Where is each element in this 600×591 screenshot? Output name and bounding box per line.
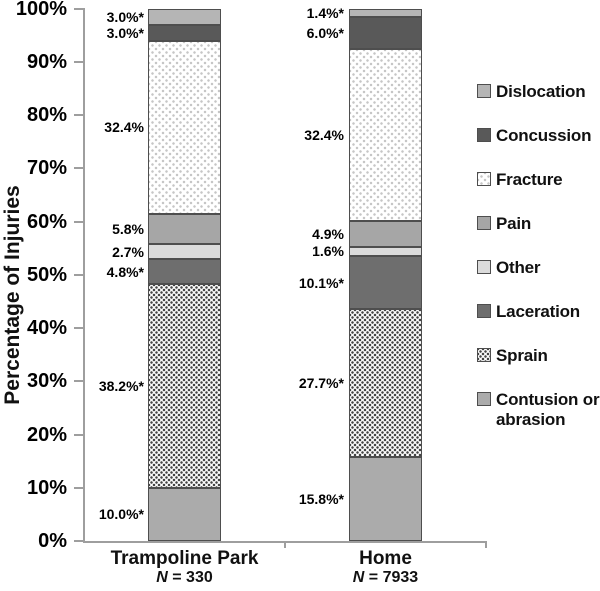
ytick-mark bbox=[74, 7, 83, 10]
ytick-mark bbox=[74, 60, 83, 63]
segment-value-label: 1.6% bbox=[312, 243, 344, 260]
segment-value-label: 3.0%* bbox=[106, 9, 144, 26]
xtick-mark bbox=[485, 541, 487, 548]
y-axis-line bbox=[83, 8, 85, 542]
legend-item: Concussion bbox=[477, 126, 600, 146]
segment-value-label: 1.4%* bbox=[306, 4, 344, 21]
ytick-mark bbox=[74, 327, 83, 330]
legend-swatch bbox=[477, 128, 491, 142]
xtick-mark bbox=[284, 541, 286, 548]
ytick-label: 10% bbox=[26, 476, 67, 499]
legend-swatch bbox=[477, 260, 491, 274]
segment-value-label: 2.7% bbox=[112, 243, 144, 260]
bar-segment bbox=[148, 258, 221, 285]
category-n-label: N = 7933 bbox=[352, 569, 419, 586]
segment-value-label: 6.0%* bbox=[306, 24, 344, 41]
legend-swatch bbox=[477, 392, 491, 406]
segment-value-label: 4.8%* bbox=[106, 263, 144, 280]
bar-segment bbox=[148, 41, 221, 214]
segment-value-label: 27.7%* bbox=[298, 375, 344, 392]
bar-segment bbox=[349, 247, 422, 256]
segment-value-label: 10.1%* bbox=[298, 274, 344, 291]
legend-label: Laceration bbox=[496, 302, 580, 321]
legend-item: Laceration bbox=[477, 302, 600, 322]
bar-segment bbox=[349, 309, 422, 457]
legend-item: Fracture bbox=[477, 170, 600, 190]
ytick-label: 60% bbox=[26, 210, 67, 233]
segment-value-label: 4.9% bbox=[312, 226, 344, 243]
ytick-label: 20% bbox=[26, 423, 67, 446]
bar-segment bbox=[349, 456, 422, 541]
ytick-mark bbox=[74, 486, 83, 489]
bar-segment bbox=[349, 221, 422, 248]
ytick-label: 40% bbox=[26, 317, 67, 340]
segment-value-label: 3.0%* bbox=[106, 25, 144, 42]
ytick-label: 80% bbox=[26, 104, 67, 127]
legend-item: Contusion or abrasion bbox=[477, 390, 600, 430]
bar-segment bbox=[148, 25, 221, 42]
legend-label: Other bbox=[496, 258, 541, 277]
segment-value-label: 15.8%* bbox=[298, 490, 344, 507]
ytick-mark bbox=[74, 273, 83, 276]
bar-segment bbox=[349, 9, 422, 17]
bar-segment bbox=[148, 9, 221, 26]
legend-swatch bbox=[477, 84, 491, 98]
bar-segment bbox=[349, 16, 422, 49]
legend-item: Sprain bbox=[477, 346, 600, 366]
legend-swatch bbox=[477, 216, 491, 230]
bar-segment bbox=[148, 284, 221, 488]
ytick-mark bbox=[74, 433, 83, 436]
legend-label: Dislocation bbox=[496, 82, 586, 101]
segment-value-label: 32.4% bbox=[304, 126, 344, 143]
legend-label: Pain bbox=[496, 214, 532, 233]
ytick-mark bbox=[74, 540, 83, 542]
bar-segment bbox=[148, 244, 221, 259]
ytick-label: 100% bbox=[15, 0, 67, 20]
ytick-label: 30% bbox=[26, 370, 67, 393]
bar-segment bbox=[349, 255, 422, 310]
ytick-label: 50% bbox=[26, 263, 67, 286]
ytick-mark bbox=[74, 380, 83, 383]
legend-item: Pain bbox=[477, 214, 600, 234]
category-label: Home bbox=[359, 548, 412, 569]
category-label: Trampoline Park bbox=[110, 548, 259, 569]
ytick-mark bbox=[74, 167, 83, 170]
legend-item: Dislocation bbox=[477, 82, 600, 102]
legend-swatch bbox=[477, 348, 491, 362]
legend-label: Fracture bbox=[496, 170, 563, 189]
bar-segment bbox=[148, 213, 221, 245]
ytick-mark bbox=[74, 114, 83, 117]
segment-value-label: 38.2%* bbox=[98, 378, 144, 395]
segment-value-label: 32.4% bbox=[104, 119, 144, 136]
segment-value-label: 10.0%* bbox=[98, 506, 144, 523]
legend-swatch bbox=[477, 304, 491, 318]
ytick-mark bbox=[74, 220, 83, 223]
bar-segment bbox=[148, 487, 221, 541]
legend-swatch bbox=[477, 172, 491, 186]
ytick-label: 0% bbox=[38, 530, 67, 552]
bar-segment bbox=[349, 48, 422, 221]
category-n-label: N = 330 bbox=[156, 569, 213, 586]
legend-label: Sprain bbox=[496, 346, 548, 365]
ytick-label: 70% bbox=[26, 157, 67, 180]
legend-item: Other bbox=[477, 258, 600, 278]
segment-value-label: 5.8% bbox=[112, 221, 144, 237]
ytick-label: 90% bbox=[26, 50, 67, 73]
legend-label: Contusion or abrasion bbox=[496, 390, 600, 429]
legend-label: Concussion bbox=[496, 126, 592, 145]
